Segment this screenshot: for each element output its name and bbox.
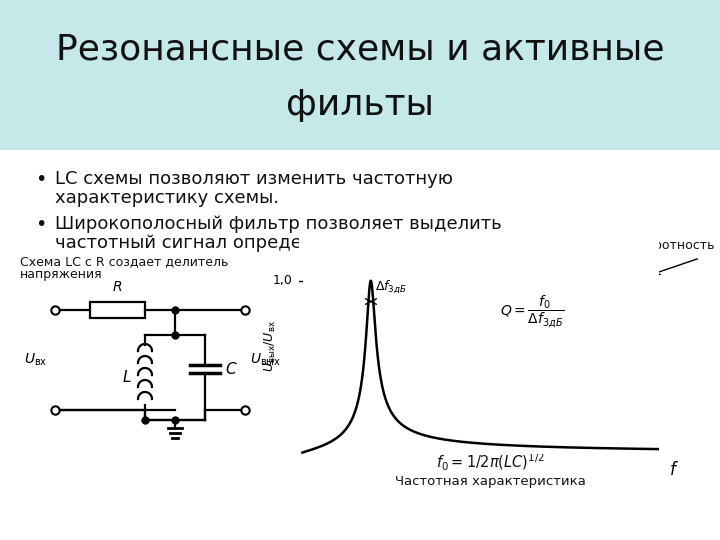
Text: $Q = \dfrac{f_0}{\Delta f_{3дБ}}$: $Q = \dfrac{f_0}{\Delta f_{3дБ}}$: [500, 294, 564, 330]
Text: $f_0 = 1/2\pi(LC)^{1/2}$: $f_0 = 1/2\pi(LC)^{1/2}$: [436, 451, 544, 472]
Text: напряжения: напряжения: [20, 268, 103, 281]
Text: Частотная характеристика: Частотная характеристика: [395, 476, 585, 489]
Text: Схема LC с R создает делитель: Схема LC с R создает делитель: [20, 255, 228, 268]
Text: частотный сигнал определенного уровня усиления: частотный сигнал определенного уровня ус…: [55, 234, 546, 252]
Text: фильты: фильты: [286, 88, 434, 122]
Text: LC схемы позволяют изменить частотную: LC схемы позволяют изменить частотную: [55, 170, 453, 188]
Text: Широкополосный фильтр позволяет выделить: Широкополосный фильтр позволяет выделить: [55, 215, 502, 233]
Text: Резонансные схемы и активные: Резонансные схемы и активные: [55, 33, 665, 67]
Text: $U_{\mathregular{вых}}$: $U_{\mathregular{вых}}$: [250, 352, 281, 368]
Text: R: R: [113, 280, 122, 294]
Text: •: •: [35, 215, 46, 234]
Text: •: •: [35, 170, 46, 189]
Text: 1,0: 1,0: [273, 274, 293, 287]
Text: C: C: [225, 361, 235, 376]
Text: $\Delta f_{3дБ}$: $\Delta f_{3дБ}$: [374, 278, 407, 295]
Text: добротность: добротность: [631, 239, 715, 252]
Text: $U_{\mathregular{вых}}/U_{\mathregular{вх}}$: $U_{\mathregular{вых}}/U_{\mathregular{в…: [263, 320, 277, 372]
Text: f: f: [670, 461, 676, 478]
Text: характеристику схемы.: характеристику схемы.: [55, 189, 279, 207]
Bar: [0, 0, 720, 150]
Text: L: L: [122, 370, 131, 385]
Bar: [90, 302, 145, 318]
Text: $U_{\mathregular{вх}}$: $U_{\mathregular{вх}}$: [24, 352, 47, 368]
